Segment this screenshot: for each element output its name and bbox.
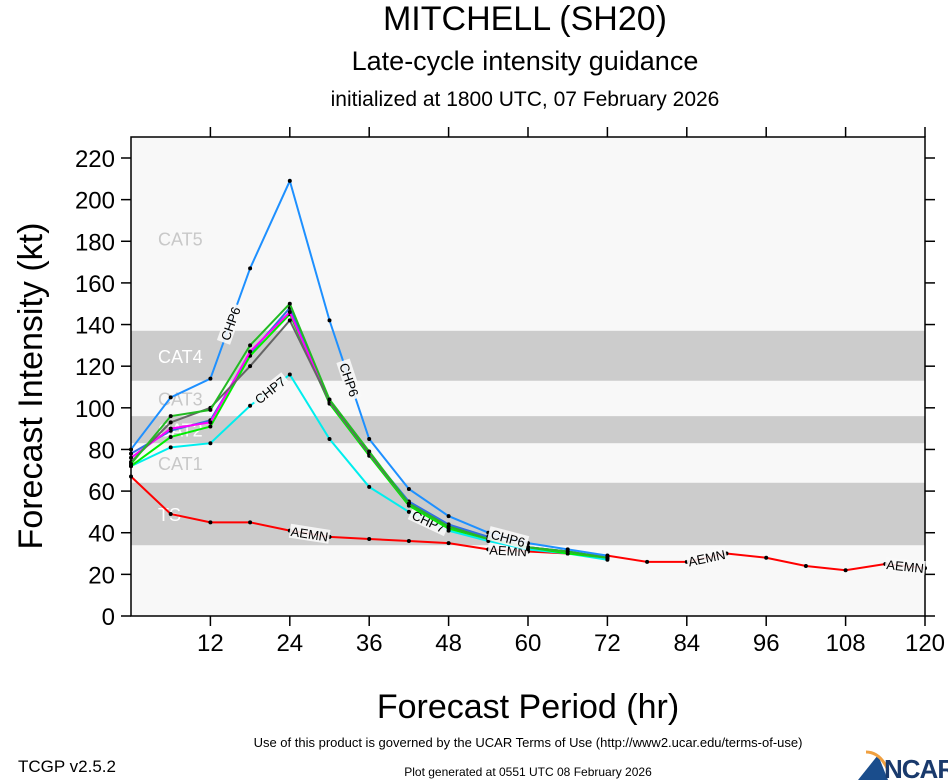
data-point: [208, 424, 213, 429]
data-point: [129, 455, 133, 460]
series-label: AEMN: [886, 557, 925, 576]
data-point: [367, 449, 372, 454]
y-tick-label: 0: [102, 604, 115, 631]
data-point: [248, 520, 253, 525]
data-point: [129, 451, 133, 456]
y-tick-label: 200: [75, 188, 115, 215]
data-point: [406, 539, 411, 544]
data-point: [287, 372, 292, 377]
data-point: [208, 407, 213, 412]
series-label: AEMN: [290, 524, 329, 545]
data-point: [605, 553, 610, 558]
data-point: [327, 437, 332, 442]
band-cat2: [131, 416, 925, 444]
data-point: [168, 414, 173, 419]
y-tick-label: 60: [88, 479, 115, 506]
data-point: [208, 376, 213, 381]
data-point: [248, 266, 253, 271]
y-tick-label: 40: [88, 521, 115, 548]
x-tick-label: 24: [276, 630, 303, 657]
band-ts: [131, 482, 925, 546]
data-point: [367, 437, 372, 442]
data-point: [168, 434, 173, 439]
data-point: [764, 555, 769, 560]
series-label-bg: [216, 302, 244, 345]
series-label-bg: [884, 556, 926, 576]
data-point: [367, 484, 372, 489]
series-label-bg: [407, 506, 450, 537]
data-point: [446, 524, 451, 529]
data-point: [168, 426, 173, 431]
x-axis-label: Forecast Period (hr): [377, 688, 679, 726]
band-label: CAT4: [158, 347, 203, 367]
series-label-bg: [336, 358, 363, 401]
x-tick-label: 108: [826, 630, 866, 657]
band-label: CAT5: [158, 229, 203, 249]
data-point: [287, 310, 292, 315]
y-tick-label: 140: [75, 313, 115, 340]
data-point: [803, 564, 808, 569]
data-point: [248, 343, 253, 348]
terms-of-use: Use of this product is governed by the U…: [254, 735, 803, 750]
x-tick-label: 72: [594, 630, 621, 657]
chart-init-time: initialized at 1800 UTC, 07 February 202…: [331, 88, 720, 111]
data-point: [248, 364, 253, 369]
svg-text:NCAR: NCAR: [884, 754, 948, 780]
data-point: [129, 447, 133, 452]
data-point: [129, 474, 133, 479]
data-point: [406, 487, 411, 492]
data-point: [327, 318, 332, 323]
data-point: [248, 349, 253, 354]
x-tick-label: 120: [905, 630, 945, 657]
data-point: [446, 541, 451, 546]
y-axis-label: Forecast Intensity (kt): [12, 223, 50, 550]
data-point: [526, 545, 530, 550]
data-point: [367, 536, 372, 541]
series-label-bg: [685, 546, 728, 569]
version-label: TCGP v2.5.2: [18, 757, 116, 776]
x-tick-label: 12: [197, 630, 224, 657]
x-tick-label: 84: [673, 630, 700, 657]
data-point: [208, 420, 213, 425]
y-tick-label: 220: [75, 146, 115, 173]
x-tick-label: 96: [753, 630, 780, 657]
band-label: CAT1: [158, 454, 203, 474]
x-tick-label: 48: [435, 630, 462, 657]
data-point: [406, 501, 411, 506]
data-point: [843, 568, 848, 573]
series-label-bg: [487, 526, 530, 550]
y-tick-label: 160: [75, 271, 115, 298]
data-point: [406, 509, 411, 514]
data-point: [287, 178, 292, 183]
y-tick-label: 80: [88, 437, 115, 464]
y-tick-label: 180: [75, 229, 115, 256]
series-label-bg: [288, 523, 331, 544]
data-point: [168, 420, 173, 425]
data-point: [287, 318, 292, 323]
y-tick-label: 20: [88, 562, 115, 589]
data-point: [446, 514, 451, 519]
data-point: [208, 520, 213, 525]
y-tick-label: 100: [75, 396, 115, 423]
generated-time: Plot generated at 0551 UTC 08 February 2…: [404, 765, 652, 779]
chart-subtitle: Late-cycle intensity guidance: [352, 46, 699, 76]
data-point: [208, 441, 213, 446]
chart-title: MITCHELL (SH20): [383, 0, 667, 38]
y-tick-label: 120: [75, 354, 115, 381]
x-tick-label: 36: [356, 630, 383, 657]
data-point: [287, 301, 292, 306]
data-point: [168, 395, 173, 400]
data-point: [168, 445, 173, 450]
x-tick-label: 60: [515, 630, 542, 657]
band-label: CAT3: [158, 389, 203, 409]
data-point: [565, 547, 570, 552]
data-point: [327, 397, 332, 402]
series-label-bg: [249, 372, 290, 408]
ncar-logo: NCAR: [858, 750, 948, 780]
data-point: [248, 403, 253, 408]
data-point: [129, 462, 133, 467]
data-point: [645, 559, 650, 564]
data-point: [168, 511, 173, 516]
